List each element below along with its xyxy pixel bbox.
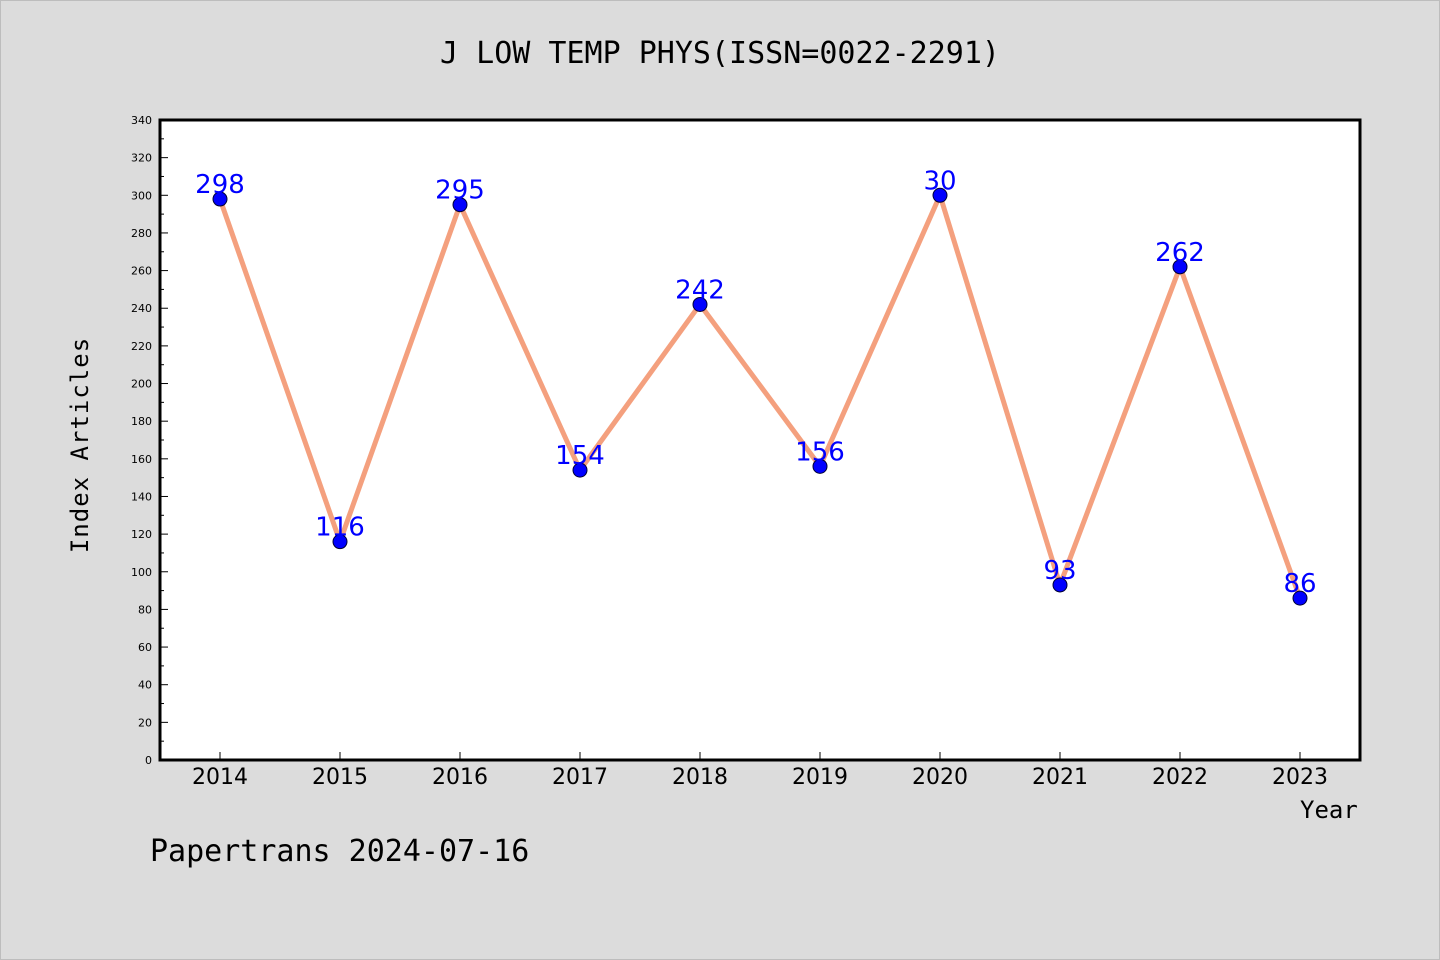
data-label-2022: 262 — [1155, 238, 1205, 268]
data-label-2018: 242 — [675, 275, 725, 305]
data-point-2014 — [212, 191, 228, 207]
y-tick-label: 120 — [131, 528, 152, 541]
y-tick-label: 220 — [131, 340, 152, 353]
data-point-2015 — [332, 534, 348, 550]
y-tick-label: 80 — [138, 603, 152, 616]
y-tick-label: 20 — [138, 716, 152, 729]
data-label-2014: 298 — [195, 170, 245, 200]
data-point-2018 — [692, 296, 708, 312]
x-tick-label: 2022 — [1152, 765, 1208, 790]
x-tick-label: 2020 — [912, 765, 968, 790]
y-tick-label: 240 — [131, 302, 152, 315]
chart-title: J LOW TEMP PHYS(ISSN=0022-2291) — [440, 36, 1000, 71]
x-axis-label: Year — [1300, 796, 1358, 824]
x-tick-label: 2023 — [1272, 765, 1328, 790]
plot-area — [158, 118, 1362, 762]
data-point-2020 — [932, 187, 948, 203]
y-tick-label: 180 — [131, 415, 152, 428]
x-tick-label: 2017 — [552, 765, 608, 790]
data-label-2015: 116 — [315, 513, 365, 543]
data-point-2022 — [1172, 259, 1188, 275]
data-point-2019 — [812, 458, 828, 474]
data-point-2023 — [1292, 590, 1308, 606]
y-tick-label: 160 — [131, 453, 152, 466]
y-tick-label: 200 — [131, 378, 152, 391]
y-tick-label: 280 — [131, 227, 152, 240]
y-tick-label: 40 — [138, 679, 152, 692]
data-point-2016 — [452, 197, 468, 213]
x-tick-label: 2019 — [792, 765, 848, 790]
data-label-2020: 30 — [923, 166, 956, 196]
y-tick-label: 0 — [145, 754, 152, 767]
data-point-2017 — [572, 462, 588, 478]
data-label-2016: 295 — [435, 176, 485, 206]
x-tick-label: 2015 — [312, 765, 368, 790]
data-label-2021: 93 — [1043, 556, 1076, 586]
series-line — [217, 192, 1303, 599]
data-point-2021 — [1052, 577, 1068, 593]
y-tick-label: 320 — [131, 152, 152, 165]
y-tick-label: 100 — [131, 566, 152, 579]
data-label-2017: 154 — [555, 441, 605, 471]
data-label-2019: 156 — [795, 437, 845, 467]
y-tick-label: 60 — [138, 641, 152, 654]
x-tick-label: 2016 — [432, 765, 488, 790]
x-tick-label: 2014 — [192, 765, 248, 790]
y-tick-label: 260 — [131, 265, 152, 278]
y-tick-label: 140 — [131, 490, 152, 503]
y-tick-label: 300 — [131, 189, 152, 202]
x-tick-label: 2021 — [1032, 765, 1088, 790]
x-tick-label: 2018 — [672, 765, 728, 790]
y-tick-label: 340 — [131, 114, 152, 127]
data-label-2023: 86 — [1283, 569, 1316, 599]
footer-text: Papertrans 2024-07-16 — [150, 834, 530, 869]
